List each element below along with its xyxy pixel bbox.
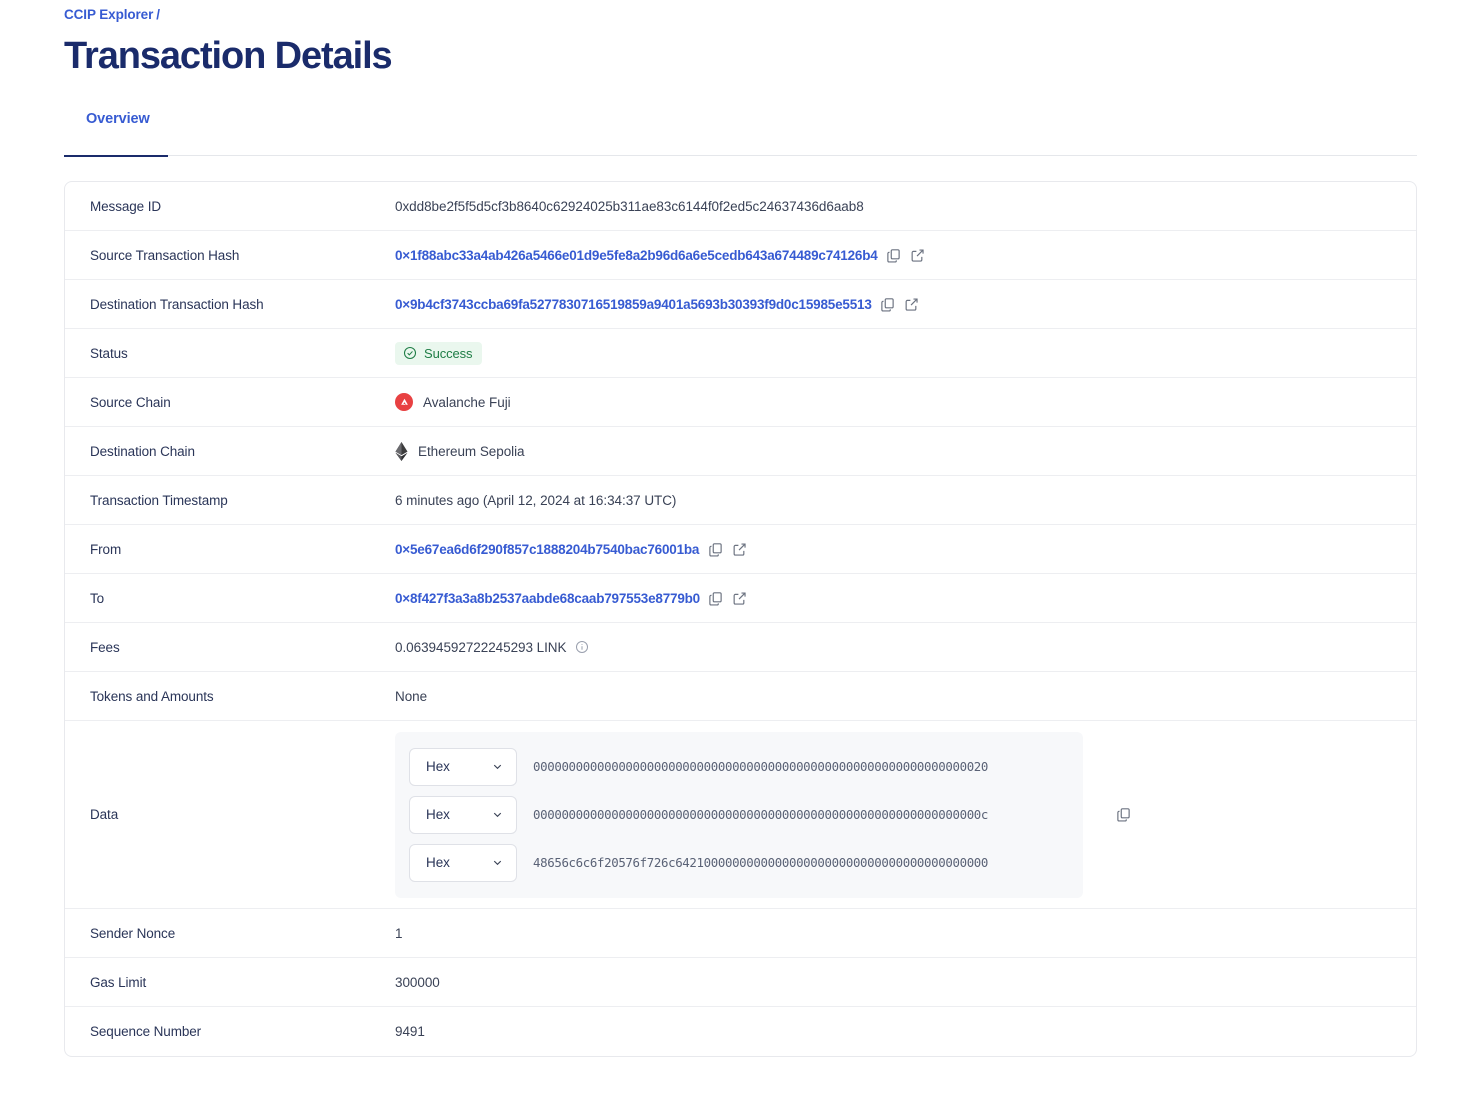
copy-icon[interactable] (1115, 807, 1131, 823)
copy-icon[interactable] (707, 541, 723, 557)
data-encoding-label: Hex (426, 807, 450, 822)
label-sequence-number: Sequence Number (90, 1024, 202, 1039)
label-source-transaction-hash: Source Transaction Hash (90, 247, 240, 263)
row-from: From 0×5e67ea6d6f290f857c1888204b7540bac… (65, 525, 1416, 574)
row-source-chain: Source Chain Avalanche Fuji (65, 378, 1416, 427)
value-gas-limit: 300000 (395, 975, 1416, 990)
data-encoding-select[interactable]: Hex (409, 747, 517, 786)
value-source-chain: Avalanche Fuji (395, 393, 1416, 411)
label-data: Data (90, 807, 119, 822)
row-to: To 0×8f427f3a3a8b2537aabde68caab797553e8… (65, 574, 1416, 623)
external-link-icon[interactable] (904, 296, 920, 312)
row-destination-transaction-hash: Destination Transaction Hash 0×9b4cf3743… (65, 280, 1416, 329)
copy-icon[interactable] (880, 296, 896, 312)
data-line: Hex 000000000000000000000000000000000000… (409, 747, 1069, 786)
label-sender-nonce: Sender Nonce (90, 925, 176, 941)
row-tokens-and-amounts: Tokens and Amounts None (65, 672, 1416, 721)
value-message-id: 0xdd8be2f5f5d5cf3b8640c62924025b311ae83c… (395, 199, 1416, 214)
data-hex-value: 0000000000000000000000000000000000000000… (533, 807, 989, 822)
label-to: To (90, 590, 105, 606)
check-circle-icon (403, 346, 417, 360)
value-destination-transaction-hash: 0×9b4cf3743ccba69fa5277830716519859a9401… (395, 296, 1416, 312)
source-transaction-hash-link[interactable]: 0×1f88abc33a4ab426a5466e01d9e5fe8a2b96d6… (395, 247, 878, 263)
value-to: 0×8f427f3a3a8b2537aabde68caab797553e8779… (395, 590, 1416, 606)
row-status: Status Success (65, 329, 1416, 378)
value-status: Success (395, 341, 1416, 365)
label-fees: Fees (90, 639, 120, 655)
breadcrumb-link-ccip-explorer[interactable]: CCIP Explorer (64, 7, 154, 22)
row-fees: Fees 0.06394592722245293 LINK (65, 623, 1416, 672)
status-text: Success (424, 345, 473, 361)
data-encoding-select[interactable]: Hex (409, 843, 517, 882)
chevron-down-icon (491, 760, 504, 773)
from-address-link[interactable]: 0×5e67ea6d6f290f857c1888204b7540bac76001… (395, 541, 700, 557)
to-address-link[interactable]: 0×8f427f3a3a8b2537aabde68caab797553e8779… (395, 590, 700, 606)
value-fees: 0.06394592722245293 LINK (395, 639, 1416, 655)
message-id-text: 0xdd8be2f5f5d5cf3b8640c62924025b311ae83c… (395, 198, 864, 214)
chevron-down-icon (491, 808, 504, 821)
data-line: Hex 48656c6c6f20576f726c6421000000000000… (409, 843, 1069, 882)
sender-nonce-text: 1 (395, 925, 403, 941)
data-hex-value: 0000000000000000000000000000000000000000… (533, 759, 989, 774)
label-source-chain: Source Chain (90, 394, 171, 410)
data-panel: Hex 000000000000000000000000000000000000… (395, 731, 1083, 898)
tab-overview[interactable]: Overview (64, 111, 168, 157)
data-encoding-select[interactable]: Hex (409, 795, 517, 834)
label-status: Status (90, 345, 128, 361)
row-source-transaction-hash: Source Transaction Hash 0×1f88abc33a4ab4… (65, 231, 1416, 280)
label-tokens-and-amounts: Tokens and Amounts (90, 688, 214, 704)
copy-icon[interactable] (886, 247, 902, 263)
fees-text: 0.06394592722245293 LINK (395, 639, 567, 655)
value-destination-chain: Ethereum Sepolia (395, 441, 1416, 461)
value-tokens-and-amounts: None (395, 689, 1416, 704)
page-title: Transaction Details (64, 35, 393, 77)
value-sequence-number: 9491 (395, 1024, 1416, 1039)
external-link-icon[interactable] (731, 541, 747, 557)
data-line: Hex 000000000000000000000000000000000000… (409, 795, 1069, 834)
data-hex-value: 48656c6c6f20576f726c64210000000000000000… (533, 855, 989, 870)
row-sender-nonce: Sender Nonce 1 (65, 909, 1416, 958)
copy-icon[interactable] (708, 590, 724, 606)
external-link-icon[interactable] (732, 590, 748, 606)
value-from: 0×5e67ea6d6f290f857c1888204b7540bac76001… (395, 541, 1416, 557)
status-badge: Success (395, 341, 483, 365)
label-transaction-timestamp: Transaction Timestamp (90, 492, 228, 508)
value-data: Hex 000000000000000000000000000000000000… (395, 721, 1416, 908)
sequence-number-text: 9491 (395, 1024, 425, 1039)
gas-limit-text: 300000 (395, 974, 440, 990)
value-sender-nonce: 1 (395, 926, 1416, 941)
transaction-details-page: CCIP Explorer / Transaction Details Overv… (64, 0, 1417, 1057)
row-transaction-timestamp: Transaction Timestamp 6 minutes ago (Apr… (65, 476, 1416, 525)
breadcrumb: CCIP Explorer / (64, 0, 1417, 22)
data-encoding-label: Hex (426, 759, 450, 774)
details-card: Message ID 0xdd8be2f5f5d5cf3b8640c629240… (64, 181, 1417, 1057)
label-gas-limit: Gas Limit (90, 974, 147, 990)
label-destination-transaction-hash: Destination Transaction Hash (90, 296, 264, 312)
row-gas-limit: Gas Limit 300000 (65, 958, 1416, 1007)
avalanche-icon (395, 393, 413, 411)
row-sequence-number: Sequence Number 9491 (65, 1007, 1416, 1056)
destination-chain-text: Ethereum Sepolia (418, 443, 525, 459)
label-from: From (90, 541, 122, 557)
label-message-id: Message ID (90, 198, 162, 214)
tokens-and-amounts-text: None (395, 688, 428, 704)
value-transaction-timestamp: 6 minutes ago (April 12, 2024 at 16:34:3… (395, 493, 1416, 508)
data-encoding-label: Hex (426, 855, 450, 870)
info-icon[interactable] (574, 639, 590, 655)
chevron-down-icon (491, 856, 504, 869)
row-destination-chain: Destination Chain Ethereum Sepolia (65, 427, 1416, 476)
breadcrumb-separator: / (156, 7, 160, 22)
external-link-icon[interactable] (910, 247, 926, 263)
label-destination-chain: Destination Chain (90, 443, 195, 459)
tab-bar: Overview (64, 111, 1417, 157)
destination-transaction-hash-link[interactable]: 0×9b4cf3743ccba69fa5277830716519859a9401… (395, 296, 872, 312)
value-source-transaction-hash: 0×1f88abc33a4ab426a5466e01d9e5fe8a2b96d6… (395, 247, 1416, 263)
source-chain-text: Avalanche Fuji (423, 394, 511, 410)
row-message-id: Message ID 0xdd8be2f5f5d5cf3b8640c629240… (65, 182, 1416, 231)
ethereum-icon (395, 441, 408, 461)
row-data: Data Hex 0000000000000000000000000000000… (65, 721, 1416, 909)
transaction-timestamp-text: 6 minutes ago (April 12, 2024 at 16:34:3… (395, 492, 677, 508)
